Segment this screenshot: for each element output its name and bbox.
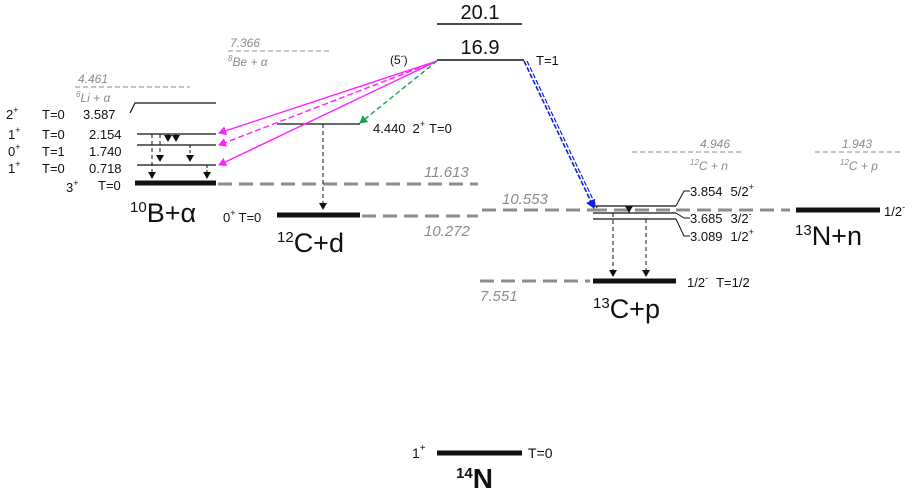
b10-alpha-channel-label: 10B+α bbox=[130, 198, 196, 228]
svg-text:T=0: T=0 bbox=[42, 107, 65, 122]
svg-text:0.718: 0.718 bbox=[89, 161, 122, 176]
svg-text:1+: 1+ bbox=[8, 125, 21, 142]
svg-text:2+: 2+ bbox=[6, 105, 19, 122]
svg-text:3+: 3+ bbox=[66, 178, 79, 195]
c13-level-3854-leader bbox=[675, 190, 690, 207]
n13-ground-label: 1/2- bbox=[884, 202, 905, 219]
n14-ground-spin: 1+ bbox=[412, 443, 426, 461]
c12-level-4440-label: 4.440 2+ T=0 bbox=[373, 119, 452, 136]
svg-text:0+: 0+ bbox=[8, 142, 21, 159]
c13-p-upper-threshold-value: 10.553 bbox=[502, 191, 549, 208]
level-16-9-spin: (5-) bbox=[390, 51, 408, 67]
c12-n-label: 12C + n bbox=[690, 158, 728, 173]
svg-text:2.154: 2.154 bbox=[89, 127, 122, 142]
n14-nucleus-label: 14N bbox=[456, 463, 493, 494]
level-16-9-label: 16.9 bbox=[461, 37, 500, 59]
c13-level-3685-label: 3.685 3/2- bbox=[690, 209, 752, 226]
c13-level-3089-label: 3.089 1/2+ bbox=[690, 227, 754, 244]
transition-to-b10-1740 bbox=[218, 60, 438, 147]
svg-text:3.587: 3.587 bbox=[83, 107, 116, 122]
b10-level-1740-label: 0+ T=1 1.740 bbox=[8, 142, 122, 159]
c13-p-threshold-value: 7.551 bbox=[480, 288, 518, 305]
be8-alpha-threshold-value: 7.366 bbox=[230, 36, 260, 50]
b10-level-2154-label: 1+ T=0 2.154 bbox=[8, 125, 122, 142]
c12-d-threshold-value: 10.272 bbox=[424, 223, 471, 240]
svg-text:1+: 1+ bbox=[8, 159, 21, 176]
svg-text:T=0: T=0 bbox=[98, 178, 121, 193]
b10-alpha-threshold-value: 11.613 bbox=[424, 164, 469, 181]
transition-to-c13-3854 bbox=[523, 60, 596, 209]
b10-level-0718-label: 1+ T=0 0.718 bbox=[8, 159, 122, 176]
li6-alpha-label: 6Li + α bbox=[76, 90, 111, 105]
c12-ground-label: 0+ T=0 bbox=[223, 208, 261, 225]
c13-level-3089-leader bbox=[675, 218, 690, 237]
n13-n-channel-label: 13N+n bbox=[795, 221, 862, 251]
c13-level-3854-label: 3.854 5/2+ bbox=[690, 182, 754, 199]
b10-level-3587-label: 2+ T=0 3.587 bbox=[6, 105, 116, 122]
transition-to-b10-2154 bbox=[218, 60, 438, 136]
c13-level-3685-leader bbox=[675, 212, 690, 219]
c13-ground-label: 1/2- T=1/2 bbox=[687, 273, 750, 290]
be8-alpha-label: 8Be + α bbox=[228, 54, 269, 69]
svg-text:T=0: T=0 bbox=[42, 161, 65, 176]
n14-ground-isospin: T=0 bbox=[528, 445, 553, 461]
svg-text:T=0: T=0 bbox=[42, 127, 65, 142]
transition-to-c12-4440 bbox=[359, 60, 438, 124]
transition-to-b10-0718 bbox=[218, 60, 438, 167]
c12-p-label: 12C + p bbox=[840, 158, 878, 173]
li6-alpha-threshold-value: 4.461 bbox=[78, 72, 108, 86]
c12-n-threshold-value: 4.946 bbox=[700, 137, 730, 151]
c12-p-threshold-value: 1.943 bbox=[842, 137, 872, 151]
b10-internal-transitions bbox=[148, 134, 211, 179]
c13-p-channel-label: 13C+p bbox=[593, 294, 660, 324]
level-20-1-label: 20.1 bbox=[461, 2, 500, 24]
c12-d-channel-label: 12C+d bbox=[277, 228, 344, 258]
b10-ground-label: 3+ T=0 bbox=[66, 178, 121, 195]
b10-level-3587-line bbox=[129, 102, 216, 114]
transition-to-c13-3854-double bbox=[526, 60, 598, 209]
svg-text:1.740: 1.740 bbox=[89, 144, 122, 159]
svg-text:T=1: T=1 bbox=[42, 144, 65, 159]
level-16-9-isospin: T=1 bbox=[536, 53, 559, 68]
